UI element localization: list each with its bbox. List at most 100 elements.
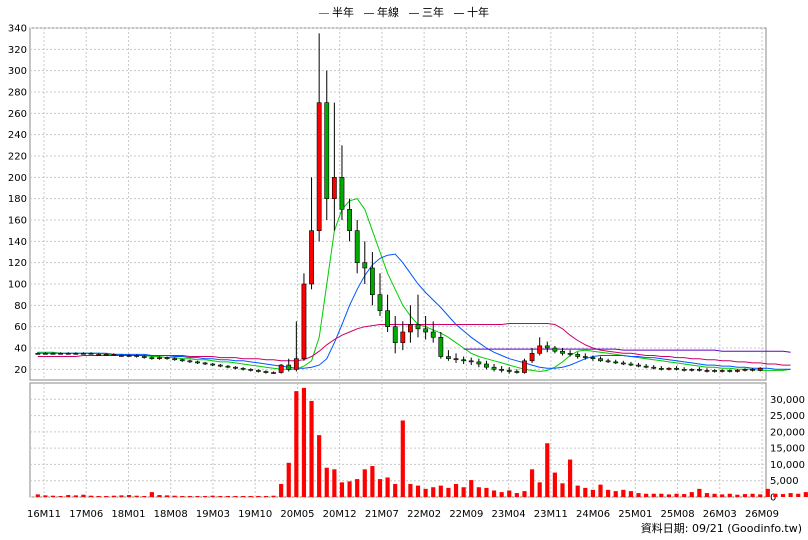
price-y-tick-label: 320 xyxy=(8,45,27,56)
candle-body xyxy=(628,363,634,366)
candle-body xyxy=(339,177,345,210)
volume-bar xyxy=(537,482,542,497)
chart-legend: 半年 年線 三年 十年 xyxy=(0,4,808,20)
candle-body xyxy=(347,209,352,231)
volume-y-tick-label: 5,000 xyxy=(770,476,799,487)
volume-bar xyxy=(575,485,580,497)
legend-item: 十年 xyxy=(454,4,489,20)
volume-bar xyxy=(203,496,208,497)
candle-body xyxy=(666,367,672,370)
candle-body xyxy=(119,355,124,357)
volume-bar xyxy=(233,496,238,497)
legend-label: 年線 xyxy=(377,6,399,19)
ma-line-3 xyxy=(37,323,791,366)
volume-bar xyxy=(803,492,808,497)
x-axis: 16M11 17M06 18M01 18M08 19M03 19M10 20M05 20M12… xyxy=(27,509,779,520)
candle-body xyxy=(453,358,459,361)
volume-bar xyxy=(50,495,56,497)
volume-panel: 0 5,000 10,000 15,000 20,000 25,000 30,000 xyxy=(29,382,808,504)
x-tick-label: 20M12 xyxy=(323,509,357,520)
volume-bar xyxy=(339,482,345,497)
legend-swatch xyxy=(454,12,464,14)
volume-bar xyxy=(560,483,565,497)
volume-bar xyxy=(294,391,299,497)
price-y-tick-label: 240 xyxy=(8,130,27,141)
candle-body xyxy=(263,371,269,373)
volume-bar xyxy=(370,466,375,497)
candle-body xyxy=(727,370,733,372)
x-tick-label: 26M03 xyxy=(703,509,737,520)
legend-swatch xyxy=(409,12,419,14)
candle-body xyxy=(461,359,467,362)
candle-body xyxy=(757,367,763,371)
price-y-tick-label: 80 xyxy=(14,301,27,312)
volume-bar xyxy=(590,489,595,497)
candle-body xyxy=(255,370,261,372)
volume-bar xyxy=(666,494,672,497)
candle-body xyxy=(369,267,375,295)
volume-bar xyxy=(659,493,664,497)
candle-body xyxy=(613,361,619,364)
candle-body xyxy=(643,365,649,368)
candle-body xyxy=(582,356,588,358)
candle-body xyxy=(620,362,626,365)
volume-bar xyxy=(446,487,451,497)
volume-bar xyxy=(522,491,527,497)
legend-item: 年線 xyxy=(364,4,399,20)
candle-body xyxy=(331,177,337,199)
x-tick-label: 22M09 xyxy=(449,509,483,520)
candle-body xyxy=(491,366,497,370)
candle-body xyxy=(248,369,254,371)
volume-bar xyxy=(499,492,504,497)
price-y-tick-label: 340 xyxy=(8,24,27,35)
volume-bar xyxy=(765,488,770,497)
price-panel: 20 40 60 80 100 120 140 160 180 200 220 240 260 280 30… xyxy=(8,24,791,381)
volume-bar xyxy=(385,477,390,497)
volume-bar xyxy=(111,495,116,497)
candle-body xyxy=(484,363,489,368)
candle-body xyxy=(681,369,687,371)
volume-bar xyxy=(88,495,94,497)
candle-body xyxy=(385,310,390,327)
volume-bar xyxy=(309,400,314,497)
volume-bar xyxy=(149,492,154,497)
candle-body xyxy=(50,353,56,355)
volume-bar xyxy=(628,491,634,497)
candle-body xyxy=(103,354,109,356)
data-date-footer: 資料日期: 09/21 (Goodinfo.tw) xyxy=(640,522,802,535)
volume-bar xyxy=(545,443,550,497)
volume-bar xyxy=(142,496,147,497)
volume-bar xyxy=(712,493,717,497)
x-tick-label: 25M01 xyxy=(618,509,652,520)
volume-bar xyxy=(621,489,626,497)
candle-body xyxy=(65,353,71,355)
candle-body xyxy=(446,356,451,359)
volume-bar xyxy=(195,496,200,497)
volume-bar xyxy=(583,487,588,497)
candle-body xyxy=(499,369,505,371)
legend-item: 三年 xyxy=(409,4,444,20)
candle-body xyxy=(651,366,657,369)
candle-body xyxy=(742,369,748,371)
x-tick-label: 16M11 xyxy=(27,509,61,520)
candle-body xyxy=(377,294,383,311)
volume-bar xyxy=(225,496,230,497)
candle-body xyxy=(35,353,41,355)
volume-frame xyxy=(29,382,767,498)
volume-bar xyxy=(491,490,497,497)
candle-body xyxy=(560,350,565,354)
candle-body xyxy=(636,364,641,367)
volume-bar xyxy=(134,495,139,497)
volume-bar xyxy=(476,487,481,497)
x-tick-label: 20M05 xyxy=(280,509,314,520)
volume-bar xyxy=(780,494,786,497)
volume-bar xyxy=(317,435,322,497)
volume-bar xyxy=(263,496,269,497)
volume-bar xyxy=(66,495,71,497)
volume-y-tick-label: 30,000 xyxy=(770,395,805,406)
candle-body xyxy=(674,367,679,370)
candle-body xyxy=(240,367,246,370)
volume-bar xyxy=(355,479,360,497)
legend-label: 半年 xyxy=(332,6,354,19)
price-y-tick-label: 300 xyxy=(8,66,27,77)
